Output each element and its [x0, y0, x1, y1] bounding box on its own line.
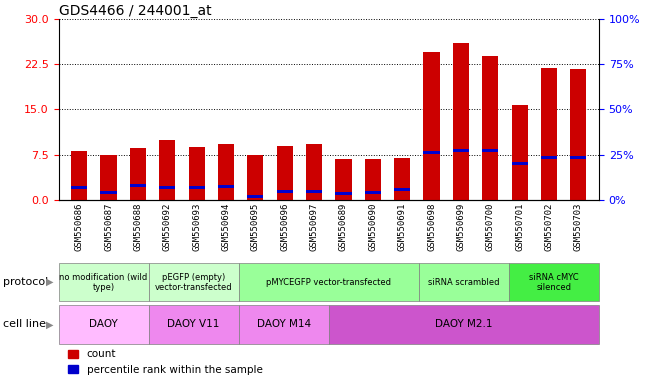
- Bar: [453, 149, 469, 152]
- Bar: [239, 305, 329, 344]
- Bar: [189, 147, 204, 200]
- Bar: [423, 151, 439, 154]
- Bar: [365, 191, 381, 194]
- Bar: [218, 185, 234, 188]
- Bar: [512, 104, 528, 200]
- Text: GSM550689: GSM550689: [339, 203, 348, 251]
- Bar: [419, 263, 509, 301]
- Bar: [59, 263, 148, 301]
- Bar: [306, 144, 322, 200]
- Bar: [148, 263, 239, 301]
- Bar: [159, 187, 175, 189]
- Text: DAOY: DAOY: [89, 319, 118, 329]
- Bar: [247, 155, 264, 200]
- Text: GSM550691: GSM550691: [398, 203, 407, 251]
- Text: GSM550694: GSM550694: [221, 203, 230, 251]
- Legend: count, percentile rank within the sample: count, percentile rank within the sample: [64, 345, 267, 379]
- Text: GSM550699: GSM550699: [456, 203, 465, 251]
- Text: GSM550686: GSM550686: [75, 203, 83, 251]
- Text: DAOY V11: DAOY V11: [167, 319, 220, 329]
- Bar: [541, 68, 557, 200]
- Text: GSM550695: GSM550695: [251, 203, 260, 251]
- Text: GSM550702: GSM550702: [544, 203, 553, 251]
- Bar: [130, 184, 146, 187]
- Text: GSM550703: GSM550703: [574, 203, 583, 251]
- Text: DAOY M2.1: DAOY M2.1: [435, 319, 493, 329]
- Text: GSM550700: GSM550700: [486, 203, 495, 251]
- Bar: [509, 263, 599, 301]
- Bar: [335, 159, 352, 200]
- Bar: [71, 151, 87, 200]
- Text: GSM550692: GSM550692: [163, 203, 172, 251]
- Text: GSM550688: GSM550688: [133, 203, 143, 251]
- Text: GSM550690: GSM550690: [368, 203, 378, 251]
- Bar: [247, 195, 264, 198]
- Bar: [365, 159, 381, 200]
- Text: protocol: protocol: [3, 277, 49, 287]
- Text: siRNA cMYC
silenced: siRNA cMYC silenced: [529, 273, 579, 292]
- Text: ▶: ▶: [46, 319, 53, 329]
- Bar: [512, 162, 528, 165]
- Text: GDS4466 / 244001_at: GDS4466 / 244001_at: [59, 4, 211, 18]
- Bar: [100, 155, 117, 200]
- Text: GSM550701: GSM550701: [515, 203, 524, 251]
- Text: pEGFP (empty)
vector-transfected: pEGFP (empty) vector-transfected: [155, 273, 232, 292]
- Text: GSM550693: GSM550693: [192, 203, 201, 251]
- Text: GSM550696: GSM550696: [280, 203, 289, 251]
- Bar: [130, 148, 146, 200]
- Text: DAOY M14: DAOY M14: [256, 319, 311, 329]
- Bar: [59, 305, 148, 344]
- Text: pMYCEGFP vector-transfected: pMYCEGFP vector-transfected: [266, 278, 391, 287]
- Bar: [148, 305, 239, 344]
- Bar: [277, 190, 293, 193]
- Text: GSM550697: GSM550697: [310, 203, 318, 251]
- Bar: [482, 56, 499, 200]
- Bar: [329, 305, 599, 344]
- Bar: [71, 185, 87, 189]
- Text: GSM550687: GSM550687: [104, 203, 113, 251]
- Bar: [189, 187, 204, 189]
- Text: no modification (wild
type): no modification (wild type): [59, 273, 148, 292]
- Text: ▶: ▶: [46, 277, 53, 287]
- Bar: [570, 156, 587, 159]
- Bar: [306, 190, 322, 193]
- Bar: [218, 144, 234, 200]
- Bar: [159, 140, 175, 200]
- Bar: [570, 68, 587, 200]
- Bar: [423, 52, 439, 200]
- Bar: [541, 156, 557, 159]
- Bar: [335, 192, 352, 195]
- Bar: [277, 146, 293, 200]
- Text: siRNA scrambled: siRNA scrambled: [428, 278, 499, 287]
- Bar: [239, 263, 419, 301]
- Bar: [394, 188, 410, 191]
- Bar: [100, 191, 117, 194]
- Bar: [453, 43, 469, 200]
- Text: GSM550698: GSM550698: [427, 203, 436, 251]
- Text: cell line: cell line: [3, 319, 46, 329]
- Bar: [394, 157, 410, 200]
- Bar: [482, 149, 499, 152]
